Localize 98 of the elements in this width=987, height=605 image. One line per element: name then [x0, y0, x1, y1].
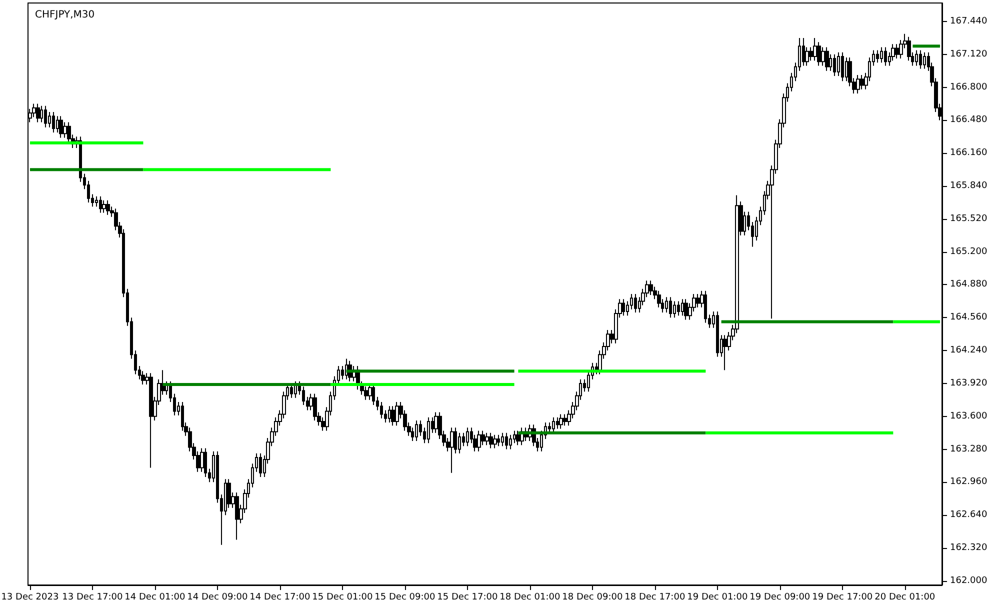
candlestick — [477, 430, 481, 452]
y-tick-label: 162.960 — [950, 477, 987, 488]
candlestick — [837, 52, 840, 77]
candlestick — [673, 300, 676, 318]
candlestick — [395, 401, 399, 426]
candlestick — [559, 414, 563, 430]
candlestick — [99, 196, 102, 214]
candlestick — [665, 296, 668, 314]
y-tick-label: 167.120 — [950, 49, 987, 60]
candlestick — [552, 416, 555, 434]
x-tick-label: 18 Dec 01:00 — [500, 592, 560, 602]
x-tick-label: 13 Dec 2023 — [1, 592, 59, 602]
candlestick — [860, 74, 864, 90]
candlestick — [884, 46, 887, 66]
y-tick-label: 166.480 — [950, 115, 987, 126]
candlestick — [415, 420, 418, 442]
y-tick-label: 162.640 — [950, 510, 987, 520]
candlestick — [856, 74, 860, 94]
candlestick — [649, 280, 653, 296]
candlestick — [391, 406, 395, 426]
candlestick — [388, 406, 391, 424]
y-tick-label: 163.600 — [950, 411, 987, 422]
candlestick — [427, 416, 430, 444]
candlestick — [44, 105, 47, 128]
x-tick-label: 14 Dec 01:00 — [124, 592, 186, 602]
candlestick — [204, 448, 207, 478]
candlestick — [489, 432, 493, 449]
candlestick — [149, 372, 153, 468]
x-tick-label: 13 Dec 17:00 — [62, 592, 123, 602]
x-tick-label: 18 Dec 17:00 — [624, 592, 686, 602]
candlestick — [669, 296, 672, 318]
candlestick — [466, 427, 469, 447]
candlestick — [677, 300, 680, 316]
y-tick-label: 162.320 — [950, 542, 987, 553]
y-tick-label: 165.520 — [950, 214, 987, 224]
candlestick — [493, 434, 497, 449]
candlestick — [380, 401, 383, 419]
candlestick — [345, 358, 348, 380]
x-tick-label: 15 Dec 01:00 — [312, 592, 373, 602]
candlestick — [450, 427, 454, 474]
y-tick-label: 163.280 — [950, 444, 987, 454]
y-tick-label: 166.160 — [950, 148, 987, 158]
candlestick — [825, 46, 829, 72]
y-tick-label: 165.840 — [950, 181, 987, 192]
candlestick — [501, 432, 504, 447]
y-tick-label: 165.200 — [950, 246, 987, 257]
y-tick-label: 167.440 — [950, 16, 987, 27]
candlestick — [919, 50, 922, 70]
candlestick — [923, 52, 926, 70]
candlestick — [833, 54, 836, 77]
candlestick — [56, 116, 59, 134]
text: CHFJPY,M30 — [35, 10, 95, 20]
x-tick-label: 15 Dec 09:00 — [374, 592, 436, 602]
x-tick-label: 19 Dec 17:00 — [812, 592, 873, 602]
candlestick — [684, 298, 688, 320]
candlestick — [505, 432, 508, 450]
candlestick — [716, 310, 719, 358]
x-tick-label: 14 Dec 09:00 — [187, 592, 248, 602]
candlestick — [622, 298, 625, 316]
candlestick — [556, 416, 559, 430]
candlestick — [36, 103, 40, 123]
x-tick-label: 20 Dec 01:00 — [874, 592, 936, 602]
candlestick — [52, 111, 55, 134]
candlestick — [723, 334, 727, 371]
candlestick — [106, 200, 110, 216]
candlestick — [235, 492, 239, 540]
candlestick — [259, 452, 262, 478]
candlestick — [813, 37, 817, 62]
y-tick-label: 164.240 — [950, 346, 987, 356]
candlestick — [516, 430, 520, 446]
candlestick — [696, 294, 700, 308]
x-tick-label: 19 Dec 01:00 — [687, 592, 748, 602]
candlestick — [841, 52, 844, 82]
y-tick-label: 162.000 — [950, 576, 987, 586]
candlestick — [907, 36, 911, 62]
x-tick-label: 14 Dec 17:00 — [250, 592, 310, 602]
y-tick-label: 164.560 — [950, 312, 987, 323]
x-tick-label: 19 Dec 09:00 — [750, 592, 810, 602]
y-tick-label: 166.800 — [950, 82, 987, 92]
x-tick-label: 18 Dec 09:00 — [562, 592, 623, 602]
candlestick — [880, 46, 883, 64]
candlestick — [485, 432, 489, 446]
candlestick — [876, 50, 879, 64]
candlestick — [563, 414, 567, 426]
candlestick — [634, 294, 637, 314]
candlestick — [891, 44, 895, 62]
x-tick-label: 15 Dec 17:00 — [437, 592, 498, 602]
candlestick — [509, 434, 512, 450]
candlestick — [915, 50, 918, 66]
y-tick-label: 163.920 — [950, 378, 987, 388]
candlestick — [681, 298, 684, 316]
candlestick — [294, 380, 297, 398]
candlestick — [59, 116, 63, 138]
candlestick — [817, 42, 821, 66]
candlestick — [497, 434, 500, 447]
candlestick — [895, 44, 899, 60]
y-tick-label: 164.880 — [950, 280, 987, 290]
candlestick — [102, 200, 106, 214]
